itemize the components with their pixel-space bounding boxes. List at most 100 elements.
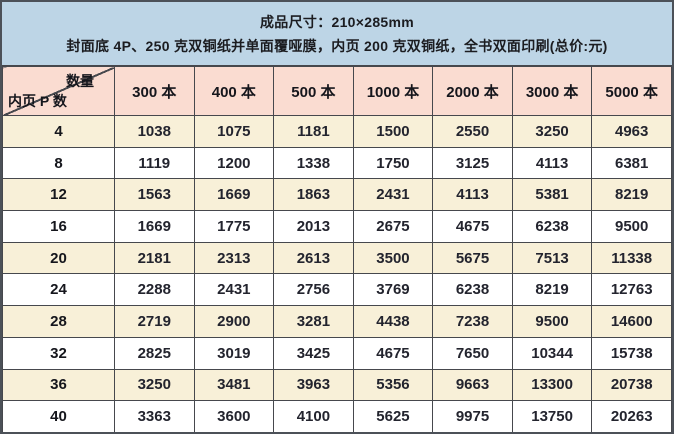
price-cell: 4113 bbox=[432, 178, 513, 212]
price-cell: 3600 bbox=[193, 400, 275, 432]
price-cell: 2181 bbox=[114, 241, 195, 275]
price-cell: 3250 bbox=[511, 115, 593, 148]
banner-size-line: 成品尺寸：210×285mm bbox=[260, 13, 414, 30]
price-cell: 8219 bbox=[511, 273, 593, 307]
price-cell: 6238 bbox=[511, 210, 593, 243]
table-row: 32 2825 3019 3425 4675 7650 10344 15738 bbox=[2, 336, 672, 370]
table-row: 8 1119 1200 1338 1750 3125 4113 6381 bbox=[2, 146, 672, 180]
table-row: 12 1563 1669 1863 2431 4113 5381 8219 bbox=[2, 178, 672, 212]
row-label: 12 bbox=[2, 178, 115, 212]
price-cell: 2675 bbox=[352, 210, 434, 243]
price-cell: 3500 bbox=[352, 241, 434, 275]
row-label: 32 bbox=[2, 336, 115, 370]
row-label: 36 bbox=[2, 368, 115, 402]
column-header: 5000 本 bbox=[591, 66, 672, 116]
price-cell: 1200 bbox=[193, 146, 275, 180]
price-cell: 20263 bbox=[591, 400, 672, 432]
price-cell: 13300 bbox=[511, 368, 593, 402]
corner-quantity-label: 数量 bbox=[66, 73, 94, 89]
header-row: 数量 内页 P 数 300 本 400 本 500 本 1000 本 2000 本 300… bbox=[2, 66, 672, 116]
info-banner: 成品尺寸：210×285mm 封面底 4P、250 克双铜纸并单面覆哑膜，内页 … bbox=[2, 2, 672, 66]
table-row: 28 2719 2900 3281 4438 7238 9500 14600 bbox=[2, 305, 672, 338]
corner-cell: 数量 内页 P 数 bbox=[2, 66, 115, 116]
price-table: 数量 内页 P 数 300 本 400 本 500 本 1000 本 2000 本 300… bbox=[2, 66, 672, 432]
price-cell: 2288 bbox=[114, 273, 195, 307]
price-cell: 1038 bbox=[114, 115, 195, 148]
price-cell: 6238 bbox=[432, 273, 513, 307]
row-label: 28 bbox=[2, 305, 115, 338]
price-cell: 1075 bbox=[193, 115, 275, 148]
price-cell: 5381 bbox=[511, 178, 593, 212]
price-cell: 1863 bbox=[273, 178, 354, 212]
column-header: 500 本 bbox=[273, 66, 354, 116]
price-cell: 9500 bbox=[591, 210, 672, 243]
price-cell: 9975 bbox=[432, 400, 513, 432]
price-cell: 10344 bbox=[511, 336, 593, 370]
price-cell: 4100 bbox=[273, 400, 354, 432]
price-cell: 2756 bbox=[273, 273, 354, 307]
price-cell: 1750 bbox=[352, 146, 434, 180]
price-cell: 3963 bbox=[273, 368, 354, 402]
price-cell: 3281 bbox=[273, 305, 354, 338]
row-label: 24 bbox=[2, 273, 115, 307]
price-cell: 9663 bbox=[432, 368, 513, 402]
price-cell: 20738 bbox=[591, 368, 672, 402]
price-cell: 7513 bbox=[511, 241, 593, 275]
row-label: 4 bbox=[2, 115, 115, 148]
price-cell: 2550 bbox=[432, 115, 513, 148]
price-cell: 2313 bbox=[193, 241, 275, 275]
price-cell: 2825 bbox=[114, 336, 195, 370]
corner-pages-label: 内页 P 数 bbox=[8, 93, 67, 109]
price-cell: 4963 bbox=[591, 115, 672, 148]
price-cell: 4675 bbox=[432, 210, 513, 243]
price-cell: 1119 bbox=[114, 146, 195, 180]
price-cell: 7238 bbox=[432, 305, 513, 338]
price-cell: 3125 bbox=[432, 146, 513, 180]
column-header: 400 本 bbox=[193, 66, 275, 116]
price-cell: 1500 bbox=[352, 115, 434, 148]
price-cell: 1669 bbox=[193, 178, 275, 212]
price-cell: 3250 bbox=[114, 368, 195, 402]
price-cell: 7650 bbox=[432, 336, 513, 370]
row-label: 40 bbox=[2, 400, 115, 432]
price-cell: 5675 bbox=[432, 241, 513, 275]
price-cell: 2431 bbox=[352, 178, 434, 212]
table-row: 40 3363 3600 4100 5625 9975 13750 20263 bbox=[2, 400, 672, 432]
price-cell: 6381 bbox=[591, 146, 672, 180]
price-cell: 1338 bbox=[273, 146, 354, 180]
table-row: 36 3250 3481 3963 5356 9663 13300 20738 bbox=[2, 368, 672, 402]
price-cell: 4438 bbox=[352, 305, 434, 338]
column-header: 2000 本 bbox=[432, 66, 513, 116]
price-cell: 3019 bbox=[193, 336, 275, 370]
row-label: 16 bbox=[2, 210, 115, 243]
table-row: 24 2288 2431 2756 3769 6238 8219 12763 bbox=[2, 273, 672, 307]
price-cell: 8219 bbox=[591, 178, 672, 212]
price-cell: 4675 bbox=[352, 336, 434, 370]
price-cell: 3481 bbox=[193, 368, 275, 402]
price-cell: 2613 bbox=[273, 241, 354, 275]
price-cell: 2900 bbox=[193, 305, 275, 338]
price-cell: 4113 bbox=[511, 146, 593, 180]
row-label: 20 bbox=[2, 241, 115, 275]
column-header: 3000 本 bbox=[511, 66, 593, 116]
price-cell: 3425 bbox=[273, 336, 354, 370]
table-row: 20 2181 2313 2613 3500 5675 7513 11338 bbox=[2, 241, 672, 275]
price-cell: 12763 bbox=[591, 273, 672, 307]
price-cell: 13750 bbox=[511, 400, 593, 432]
price-cell: 1563 bbox=[114, 178, 195, 212]
banner-spec-line: 封面底 4P、250 克双铜纸并单面覆哑膜，内页 200 克双铜纸，全书双面印刷… bbox=[66, 37, 608, 54]
price-cell: 14600 bbox=[591, 305, 672, 338]
price-cell: 5625 bbox=[352, 400, 434, 432]
price-cell: 11338 bbox=[591, 241, 672, 275]
price-cell: 2013 bbox=[273, 210, 354, 243]
column-header: 1000 本 bbox=[352, 66, 434, 116]
price-cell: 2431 bbox=[193, 273, 275, 307]
price-cell: 2719 bbox=[114, 305, 195, 338]
price-cell: 1775 bbox=[193, 210, 275, 243]
price-cell: 9500 bbox=[511, 305, 593, 338]
price-cell: 3769 bbox=[352, 273, 434, 307]
price-cell: 5356 bbox=[352, 368, 434, 402]
table-row: 4 1038 1075 1181 1500 2550 3250 4963 bbox=[2, 115, 672, 148]
price-cell: 15738 bbox=[591, 336, 672, 370]
